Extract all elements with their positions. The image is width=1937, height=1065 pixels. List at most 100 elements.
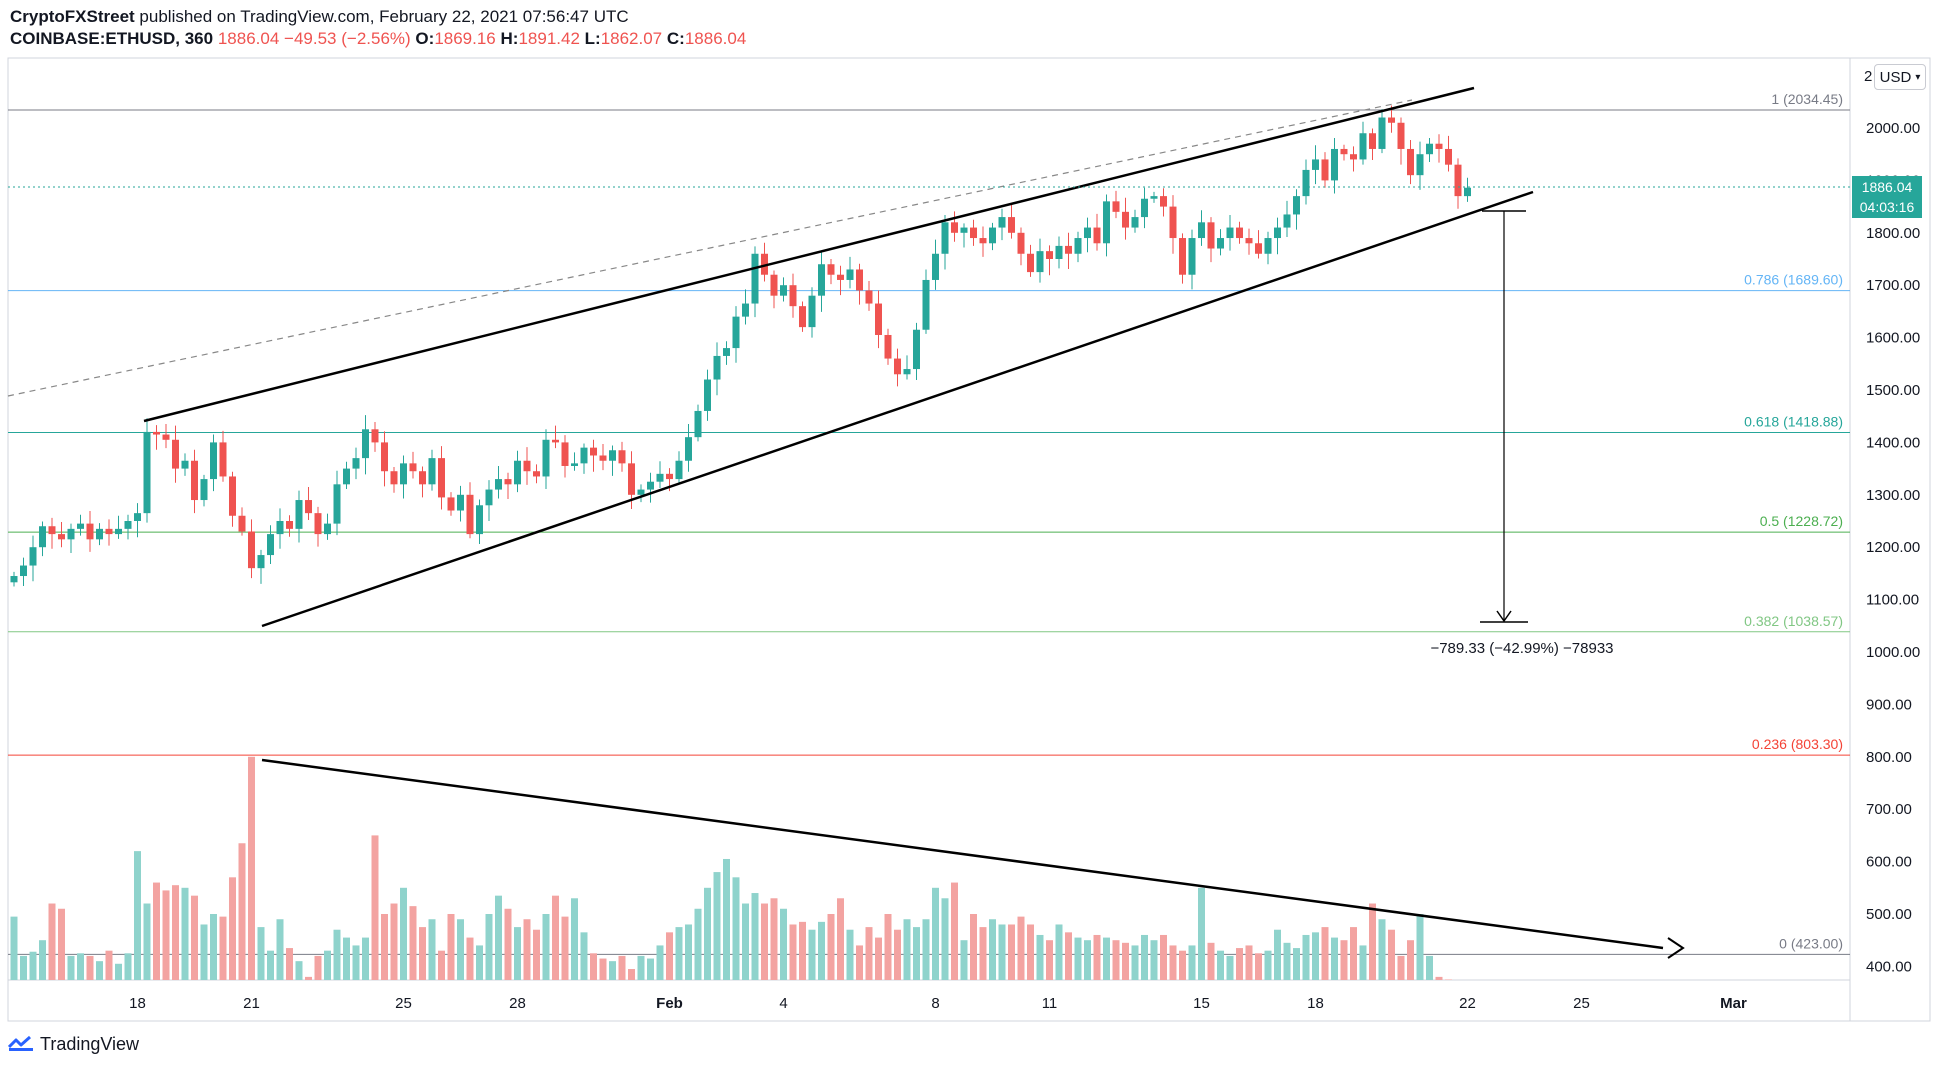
volume-bar (742, 903, 749, 980)
candles (10, 105, 1471, 587)
time-axis[interactable]: 18 21 25 28 Feb 4 8 11 15 18 22 25 Mar (129, 995, 1747, 1012)
currency-button[interactable]: USD ▾ (1874, 64, 1926, 90)
volume-bar (998, 924, 1006, 980)
footer-brand: TradingView (40, 1033, 140, 1054)
extended-dashed-trendline[interactable] (7, 99, 1413, 397)
candle-body (305, 500, 312, 514)
candle-body (533, 471, 540, 477)
candle-body (333, 484, 341, 524)
volume-bar (67, 955, 75, 980)
volume-bar (856, 945, 863, 980)
channel-upper-trendline[interactable] (143, 86, 1475, 423)
candle-body (428, 458, 436, 485)
candle-body (1397, 122, 1405, 149)
volume-bar (941, 898, 949, 980)
volume-bar (799, 921, 806, 980)
candle-body (552, 439, 559, 443)
volume-bar (1369, 903, 1376, 980)
volume-bar (333, 929, 341, 980)
volume-bar (1236, 948, 1243, 980)
volume-bar (1445, 979, 1452, 980)
volume-bar (1008, 924, 1015, 980)
volume-bar (248, 756, 255, 980)
candle-body (210, 442, 217, 480)
candle-body (1093, 227, 1101, 244)
volume-bar (390, 903, 398, 980)
volume-bar (818, 921, 825, 980)
volume-bar (561, 916, 569, 980)
candle-body (1141, 198, 1148, 218)
candle-body (1103, 201, 1110, 244)
volume-trendline[interactable] (261, 758, 1664, 950)
volume-bar (86, 955, 94, 980)
channel-lower-trendline[interactable] (261, 190, 1534, 628)
volume-bar (1388, 929, 1395, 980)
volume-bar (609, 961, 616, 980)
open-value: 1869.16 (434, 29, 496, 48)
candle-body (1264, 238, 1272, 254)
volume-bar (381, 914, 388, 980)
candle-body (1226, 227, 1234, 239)
fib-label-0.382: 0.382 (1038.57) (1744, 613, 1843, 629)
volume-bar (1084, 940, 1091, 980)
candle-body (1008, 217, 1015, 233)
volume-bar (1255, 953, 1262, 980)
volume-bar (1293, 948, 1300, 980)
candle-body (770, 274, 778, 296)
candle-body (571, 463, 578, 466)
volume-bar (105, 950, 113, 980)
candle-body (647, 481, 654, 490)
volume-bar (1169, 945, 1177, 980)
volume-bar (362, 937, 369, 980)
candle-body (856, 269, 863, 291)
volume-bar (1226, 955, 1234, 980)
candle-body (457, 494, 464, 511)
candle-body (96, 528, 103, 540)
volume-bar (58, 908, 65, 980)
volume-bar (656, 945, 664, 980)
candle-body (1150, 196, 1158, 199)
candle-body (1321, 159, 1329, 181)
candle-body (865, 290, 873, 304)
candle-body (1350, 154, 1357, 160)
candle-body (115, 528, 122, 535)
time-tick-label: Mar (1720, 995, 1747, 1012)
volume-bar (438, 950, 445, 980)
candle-body (134, 513, 141, 521)
volume-bar (1179, 950, 1186, 980)
volume-bar (229, 877, 236, 980)
price-tick-label: 1100.00 (1866, 592, 1919, 609)
volume-bar (1150, 940, 1158, 980)
candle-body (1388, 117, 1395, 123)
candle-body (1112, 201, 1120, 212)
price-axis[interactable]: 2000.001900.001800.001700.001600.001500.… (1866, 120, 1920, 975)
volume-bar (48, 903, 56, 980)
candle-body (1331, 148, 1338, 181)
volume-bar (210, 914, 217, 980)
candle-body (295, 500, 303, 529)
volume-bar (1378, 919, 1386, 980)
symbol-label[interactable]: COINBASE:ETHUSD, 360 (10, 29, 214, 48)
candle-body (1122, 211, 1129, 228)
tradingview-footer[interactable]: TradingView (8, 1030, 139, 1058)
volume-bar (618, 955, 626, 980)
volume-bar (514, 927, 521, 980)
volume-bar (685, 924, 692, 980)
candle-body (476, 505, 483, 535)
candle-body (1084, 227, 1091, 239)
volume-bar (476, 945, 483, 980)
drawings[interactable]: −789.33 (−42.99%) −78933 (7, 86, 1685, 959)
volume-bar (932, 887, 939, 980)
candle-body (1188, 238, 1196, 275)
candle-body (447, 497, 455, 511)
candle-body (656, 473, 664, 482)
publisher-name[interactable]: CryptoFXStreet (10, 7, 135, 26)
candle-body (67, 528, 75, 540)
fibonacci-levels[interactable]: 1 (2034.45) 0.786 (1689.60) 0.618 (1418.88… (8, 91, 1850, 955)
candle-body (1407, 148, 1414, 176)
volume-bar (134, 851, 141, 980)
candle-body (1217, 238, 1224, 249)
price-tick-label: 1000.00 (1866, 644, 1920, 661)
high-value: 1891.42 (518, 29, 580, 48)
